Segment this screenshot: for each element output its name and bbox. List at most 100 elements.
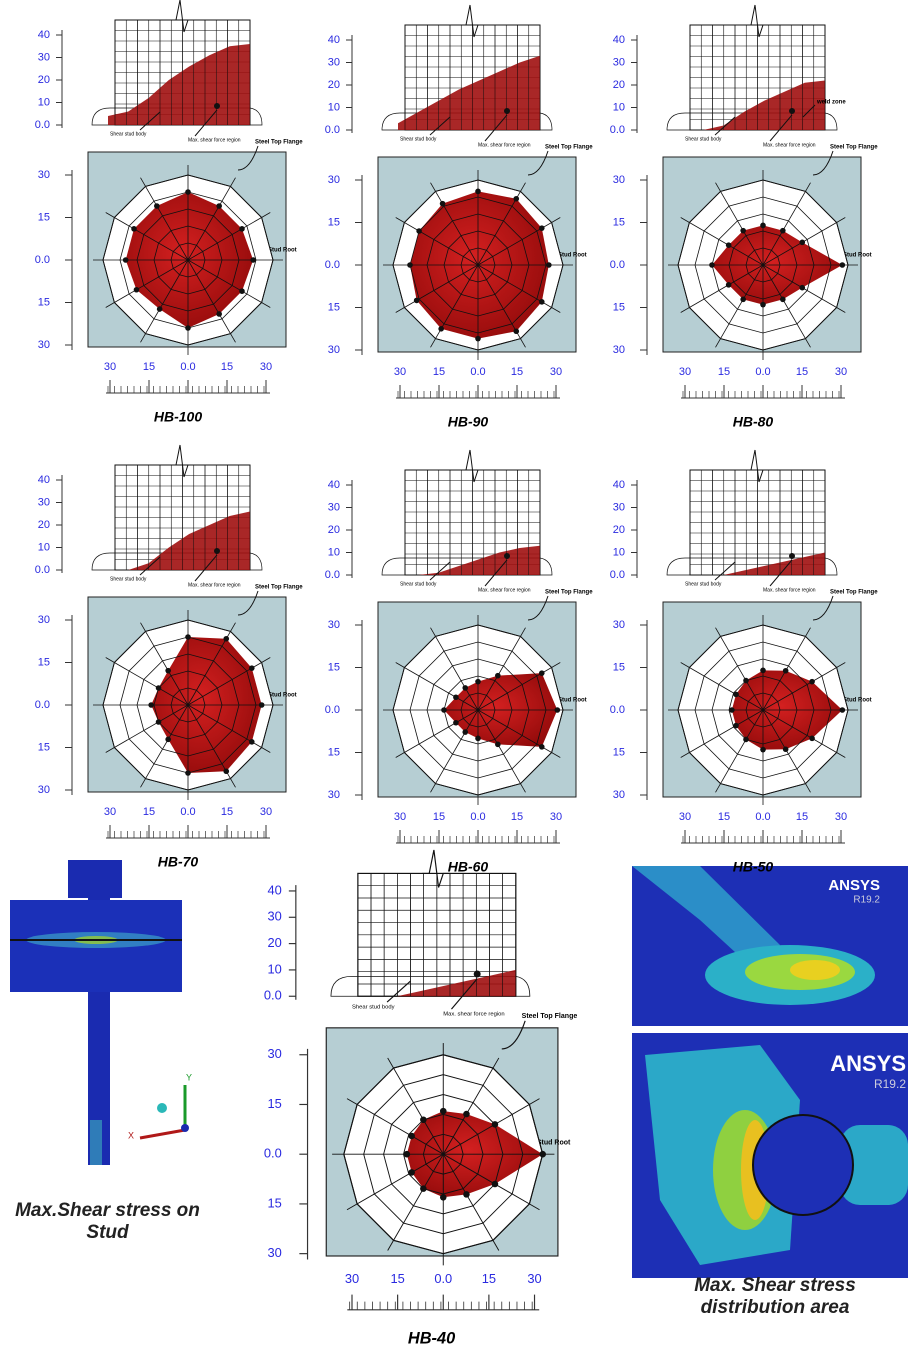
radar-spoke <box>715 627 764 711</box>
radar-dot <box>809 735 815 742</box>
radar-v-tick-label: 0.0 <box>325 704 340 716</box>
profile-dot <box>789 108 795 114</box>
spike <box>745 4 769 38</box>
ansys-image-bottom <box>632 1033 908 1278</box>
panel: 40 30 20 10 0.0 Shear stud body Max. shear for… <box>610 449 878 875</box>
radar-dot <box>185 189 191 195</box>
profile-area <box>349 969 516 997</box>
arrow <box>451 978 478 1010</box>
profile-tick-label: 20 <box>613 524 625 536</box>
radar-dot <box>403 1150 411 1158</box>
radar-v-tick-label: 15 <box>267 1096 281 1111</box>
profile-tick-label: 40 <box>328 479 340 491</box>
arrow <box>237 590 259 616</box>
annotation: Stud Root <box>558 698 587 704</box>
radar-spoke <box>715 182 764 266</box>
radar-spoke <box>477 709 526 793</box>
radar-h-tick-label: 15 <box>796 811 808 823</box>
annotation: Max. shear force region <box>188 582 241 588</box>
radar-dot <box>148 702 154 708</box>
radar-dot <box>760 667 766 674</box>
annotation: Max. shear force region <box>443 1011 504 1017</box>
arrow <box>714 561 736 581</box>
radar-dot <box>733 722 739 729</box>
radar-v-tick-label: 15 <box>38 741 50 753</box>
arrow <box>484 559 508 587</box>
spike <box>460 4 484 38</box>
stud-caption: Max.Shear stress on Stud <box>15 1200 200 1243</box>
radar-spoke <box>346 1098 444 1155</box>
radar-v-tick-label: 30 <box>267 1046 281 1061</box>
radar-dot <box>743 677 749 684</box>
annotation: Max. shear force region <box>478 142 531 148</box>
spike <box>170 444 194 478</box>
radar-v-tick-label: 15 <box>38 296 50 308</box>
arrow <box>802 104 816 118</box>
radar-h-tick-label: 15 <box>511 811 523 823</box>
ansys-name: ANSYS <box>830 1051 906 1076</box>
radar-dot <box>420 1185 427 1192</box>
profile-tick-label: 20 <box>38 74 50 86</box>
arrow <box>527 150 549 176</box>
radar-spoke <box>430 182 479 266</box>
radar-spoke <box>477 217 561 266</box>
radar-spoke <box>105 704 189 753</box>
radar-dot <box>760 301 766 308</box>
radar-dot <box>250 257 256 263</box>
radar-dot <box>491 1180 499 1188</box>
radar-spoke <box>140 177 189 261</box>
annotation: Steel Top Flange <box>830 145 878 151</box>
radar-h-tick-label: 0.0 <box>180 361 195 373</box>
radar-dot <box>223 768 230 775</box>
radar-dot <box>799 284 806 291</box>
radar-spoke <box>387 1057 444 1155</box>
annotation: Shear stud body <box>110 131 147 137</box>
radar-dot <box>165 667 171 674</box>
annotation: Stud Root <box>268 248 297 254</box>
profile-tick-label: 10 <box>267 961 281 976</box>
radar-h-tick-label: 30 <box>679 366 691 378</box>
profile-tick-label: 0.0 <box>610 569 625 581</box>
radar-dot <box>165 736 171 743</box>
profile-tick-label: 10 <box>613 546 625 558</box>
radar-h-tick-label: 30 <box>835 811 847 823</box>
profile-tick-label: 40 <box>613 34 625 46</box>
radar-spoke <box>187 704 271 753</box>
radar-v-tick-label: 30 <box>267 1245 281 1260</box>
radar-v-tick-label: 30 <box>613 789 625 801</box>
arrow <box>769 114 793 142</box>
radar-v-tick-label: 30 <box>613 174 625 186</box>
annotation: Shear stud body <box>400 581 437 587</box>
radar-h-tick-label: 30 <box>394 366 406 378</box>
radar-v-tick-label: 30 <box>328 789 340 801</box>
radar-dot <box>538 225 545 231</box>
profile-tick-label: 20 <box>267 935 281 950</box>
radar-dot <box>760 746 766 753</box>
radar-spoke <box>430 264 479 348</box>
radar-dot <box>475 678 481 685</box>
radar-h-tick-label: 0.0 <box>755 811 770 823</box>
radar-spoke <box>105 657 189 706</box>
radar-dot <box>439 1107 447 1115</box>
radar-h-tick-label: 15 <box>718 366 730 378</box>
annotation: Stud Root <box>268 693 297 699</box>
radar-v-tick-label: 15 <box>38 211 50 223</box>
panel-label: HB-90 <box>448 414 489 430</box>
radar-dot <box>513 195 520 202</box>
panel: 40 30 20 10 0.0 Shear stud body Max. shear for… <box>264 849 577 1347</box>
radar-h-tick-label: 0.0 <box>180 806 195 818</box>
radar-v-tick-label: 0.0 <box>610 259 625 271</box>
radar-v-tick-label: 15 <box>267 1195 281 1210</box>
radar-dot <box>733 691 739 698</box>
radar-spoke <box>140 259 189 343</box>
profile-dot <box>214 548 220 554</box>
panel: 40 30 20 10 0.0 Shear stud body Max. shear for… <box>35 444 303 870</box>
arrow <box>769 559 793 587</box>
radar-spoke <box>187 259 236 343</box>
profile-dot <box>504 108 510 114</box>
radar-dot <box>462 729 469 735</box>
radar-h-tick-label: 15 <box>143 361 155 373</box>
radar-spoke <box>680 709 764 758</box>
radar-dot <box>223 635 230 642</box>
arrow <box>527 595 549 621</box>
